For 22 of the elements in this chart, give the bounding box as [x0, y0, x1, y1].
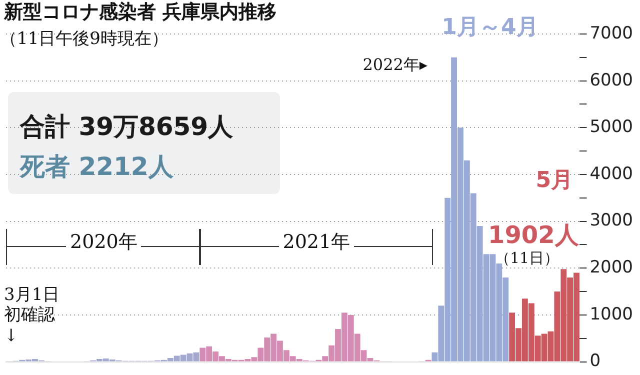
year-span-bracket: 2020年 — [6, 229, 202, 265]
annotation: 合計 39万8659人 — [20, 112, 234, 141]
y-tick-label: 0 — [590, 351, 601, 372]
annotation: 2022年▸ — [362, 55, 428, 74]
y-tick-label: 6000 — [590, 70, 633, 90]
annotation: 2021年 — [282, 231, 352, 253]
annotation: （11日） — [495, 249, 560, 267]
annotation: 死者 2212人 — [20, 152, 174, 181]
text: 5月 — [536, 167, 574, 196]
y-tick-label: 7000 — [590, 23, 633, 44]
y-tick-label: 4000 — [590, 164, 633, 184]
annotation: 1902人 — [488, 221, 579, 249]
y-tick-label: 3000 — [590, 210, 633, 231]
y-tick-label: 1000 — [590, 304, 633, 324]
annotation: 3月1日初確認↓ — [4, 285, 61, 346]
annotation: 2020年 — [69, 231, 138, 253]
chart-title: 新型コロナ感染者 兵庫県内推移 — [4, 1, 277, 23]
series-label: 1月～4月 — [442, 14, 538, 42]
y-tick-label: 5000 — [590, 117, 633, 138]
year-span-bracket: 2021年 — [199, 229, 434, 265]
y-tick-label: 2000 — [590, 258, 633, 278]
chart-subtitle: （11日午後9時現在） — [0, 29, 168, 49]
